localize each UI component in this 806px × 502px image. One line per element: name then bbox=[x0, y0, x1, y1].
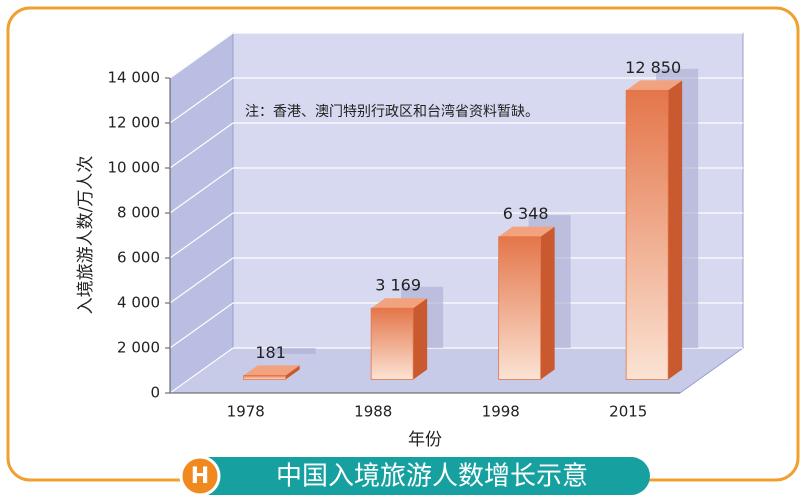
grid-line bbox=[169, 32, 234, 79]
title-banner bbox=[190, 457, 650, 495]
y-tick-label: 4 000 bbox=[117, 294, 160, 312]
x-tick-label: 1978 bbox=[227, 403, 265, 421]
y-axis-label: 入境旅游人数/万人次 bbox=[76, 156, 96, 315]
bar bbox=[625, 89, 669, 380]
value-label: 12 850 bbox=[625, 58, 681, 77]
bar bbox=[498, 236, 542, 380]
y-tick-label: 12 000 bbox=[108, 114, 161, 132]
badge bbox=[179, 455, 221, 497]
x-tick-label: 1988 bbox=[354, 403, 392, 421]
value-label: 181 bbox=[255, 343, 286, 362]
bar bbox=[243, 375, 287, 380]
bar-top bbox=[371, 298, 428, 309]
y-tick-label: 14 000 bbox=[108, 69, 161, 87]
grid-line bbox=[169, 77, 234, 124]
y-tick-label: 6 000 bbox=[117, 249, 160, 267]
annotation: 注：香港、澳门特别行政区和台湾省资料暂缺。 bbox=[245, 103, 539, 120]
y-tick-label: 2 000 bbox=[117, 339, 160, 357]
bar-shadow bbox=[273, 348, 316, 354]
bar-side bbox=[668, 80, 683, 380]
side-wall bbox=[169, 32, 234, 394]
bar bbox=[370, 307, 414, 380]
grid-line bbox=[169, 122, 234, 169]
bar-side bbox=[540, 226, 555, 380]
bar-top bbox=[243, 365, 300, 376]
bar-side bbox=[413, 298, 428, 380]
grid-line bbox=[169, 167, 234, 214]
y-tick-label: 0 bbox=[150, 384, 160, 402]
bar-top bbox=[626, 80, 683, 91]
x-tick-label: 2015 bbox=[609, 403, 647, 421]
y-tick-label: 10 000 bbox=[108, 159, 161, 177]
x-axis-label: 年份 bbox=[408, 430, 442, 450]
y-tick-label: 8 000 bbox=[117, 204, 160, 222]
bar-side bbox=[285, 365, 300, 380]
bar-top bbox=[498, 226, 555, 237]
value-label: 3 169 bbox=[375, 276, 421, 295]
grid-line bbox=[169, 257, 234, 304]
grid-line bbox=[169, 347, 234, 394]
chart-title: 中国入境旅游人数增长示意 bbox=[276, 462, 588, 492]
x-tick-label: 1998 bbox=[482, 403, 520, 421]
grid-line bbox=[169, 302, 234, 349]
badge-text: H bbox=[191, 464, 209, 489]
grid-line bbox=[169, 212, 234, 259]
value-label: 6 348 bbox=[503, 204, 549, 223]
